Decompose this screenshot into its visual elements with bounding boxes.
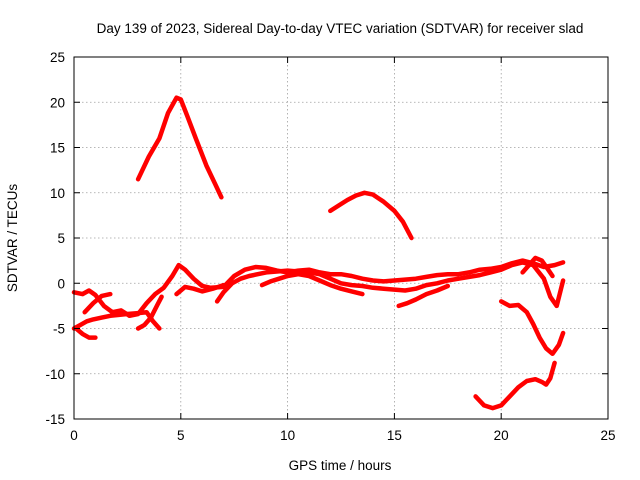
y-tick-label: 20: [50, 95, 65, 110]
series-line-arc-13: [473, 360, 557, 411]
x-tick-label: 15: [387, 428, 402, 443]
data-series: [71, 95, 566, 411]
series-line-arc-1: [135, 95, 224, 200]
series-line-arc-14: [520, 255, 555, 279]
series-line-arc-8: [174, 282, 226, 297]
x-tick-label: 5: [177, 428, 185, 443]
series-line-arc-12: [498, 299, 566, 357]
series-line-arc-5: [73, 326, 98, 340]
y-tick-label: -15: [45, 412, 65, 427]
y-tick-label: 25: [50, 50, 65, 65]
y-tick-label: 10: [50, 186, 65, 201]
x-tick-label: 0: [70, 428, 78, 443]
series-line-arc-9: [214, 260, 566, 309]
series-line-arc-10: [259, 271, 365, 297]
axis-ticks: [73, 56, 609, 420]
y-tick-label: 0: [57, 276, 65, 291]
x-tick-label: 10: [280, 428, 295, 443]
y-axis-label: SDTVAR / TECUs: [5, 184, 20, 293]
chart-title: Day 139 of 2023, Sidereal Day-to-day VTE…: [97, 21, 584, 36]
x-tick-label: 25: [600, 428, 615, 443]
x-axis-label: GPS time / hours: [289, 458, 392, 473]
series-line-arc-6: [82, 291, 113, 315]
y-tick-label: 5: [57, 231, 65, 246]
y-tick-label: 15: [50, 141, 65, 156]
x-tick-label: 20: [494, 428, 509, 443]
series-line-arc-7: [135, 294, 164, 331]
series-line-arc-2: [328, 190, 414, 241]
y-tick-labels: -15 -10 -5 0 5 10 15 20 25: [45, 50, 65, 427]
y-tick-label: -10: [45, 367, 65, 382]
x-tick-labels: 0 5 10 15 20 25: [70, 428, 615, 443]
series-line-arc-11: [396, 283, 451, 309]
series-line-arc-4: [71, 309, 162, 331]
grid: [74, 57, 608, 419]
y-tick-label: -5: [53, 322, 65, 337]
